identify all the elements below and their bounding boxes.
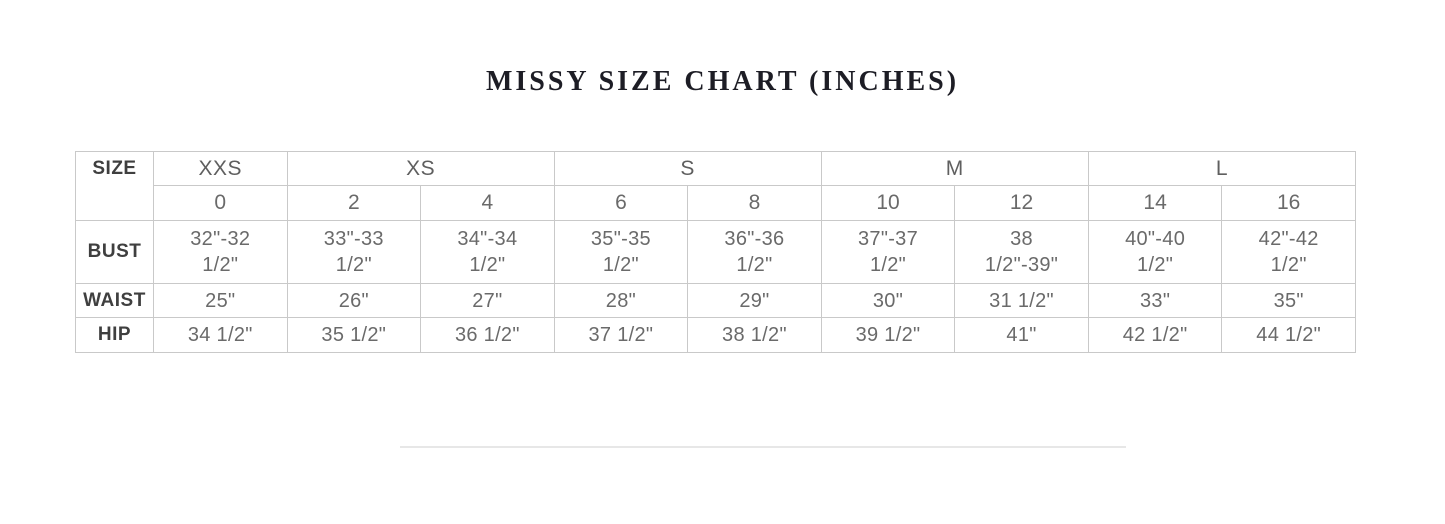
numeric-size-8: 8: [687, 185, 822, 221]
size-group-xs: XS: [286, 151, 555, 186]
size-corner-label: SIZE: [75, 151, 154, 221]
size-group-row: SIZE XXS XS S M L: [75, 151, 1357, 221]
hip-value: 35 1/2": [286, 317, 422, 353]
hip-value: 39 1/2": [820, 317, 956, 353]
bust-value: 38 1/2"-39": [954, 220, 1089, 284]
bust-value: 35"-35 1/2": [553, 220, 689, 284]
waist-value: 27": [420, 283, 555, 318]
hip-value: 36 1/2": [420, 317, 555, 353]
hip-value: 37 1/2": [553, 317, 689, 353]
size-group-s: S: [553, 151, 822, 186]
bust-value: 32"-32 1/2": [153, 220, 288, 284]
row-label-bust: BUST: [75, 220, 154, 284]
size-group-m: M: [820, 151, 1089, 186]
numeric-size-2: 2: [286, 185, 422, 221]
numeric-size-12: 12: [954, 185, 1089, 221]
row-label-waist: WAIST: [75, 283, 154, 318]
waist-value: 28": [553, 283, 689, 318]
numeric-size-16: 16: [1221, 185, 1356, 221]
bust-value: 37"-37 1/2": [820, 220, 956, 284]
waist-row: WAIST 25" 26" 27" 28" 29" 30" 31 1/2" 33…: [75, 283, 1356, 318]
numeric-size-0: 0: [153, 185, 288, 221]
hip-value: 38 1/2": [687, 317, 822, 353]
hip-value: 44 1/2": [1221, 317, 1356, 353]
waist-value: 29": [687, 283, 822, 318]
bust-value: 34"-34 1/2": [420, 220, 555, 284]
page-title: MISSY SIZE CHART (INCHES): [485, 66, 960, 97]
numeric-size-row: 0 2 4 6 8 10 12 14 16: [76, 185, 1356, 221]
waist-value: 25": [153, 283, 288, 318]
numeric-size-10: 10: [820, 185, 956, 221]
bust-value: 33"-33 1/2": [286, 220, 422, 284]
numeric-size-14: 14: [1087, 185, 1223, 221]
bust-value: 36"-36 1/2": [687, 220, 822, 284]
hip-value: 42 1/2": [1087, 317, 1223, 353]
size-group-xxs: XXS: [153, 151, 288, 186]
bust-row: BUST 32"-32 1/2" 33"-33 1/2" 34"-34 1/2"…: [75, 220, 1356, 284]
hip-value: 41": [954, 317, 1089, 353]
waist-value: 26": [286, 283, 422, 318]
numeric-size-6: 6: [553, 185, 689, 221]
section-divider: [400, 446, 1126, 448]
bust-value: 40"-40 1/2": [1087, 220, 1223, 284]
numeric-size-4: 4: [420, 185, 555, 221]
row-label-hip: HIP: [75, 317, 154, 353]
waist-value: 31 1/2": [954, 283, 1089, 318]
waist-value: 33": [1087, 283, 1223, 318]
waist-value: 30": [820, 283, 956, 318]
hip-row: HIP 34 1/2" 35 1/2" 36 1/2" 37 1/2" 38 1…: [75, 317, 1356, 353]
size-chart-table: SIZE XXS XS S M L 0 2 4 6 8 10 12 14 16 …: [75, 151, 1357, 353]
waist-value: 35": [1221, 283, 1356, 318]
bust-value: 42"-42 1/2": [1221, 220, 1356, 284]
hip-value: 34 1/2": [153, 317, 288, 353]
size-group-l: L: [1087, 151, 1357, 186]
